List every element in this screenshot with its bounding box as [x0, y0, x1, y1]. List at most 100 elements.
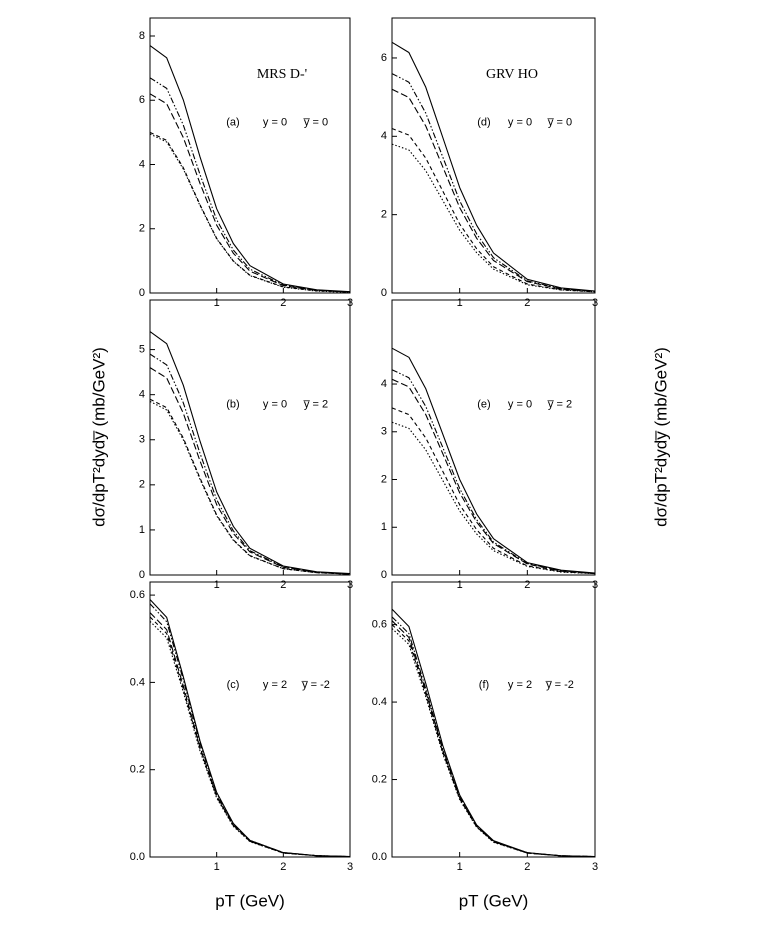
- curve: [391, 378, 596, 575]
- condition-ybar: y̅ = 2: [303, 398, 328, 410]
- condition-ybar: y̅ = 0: [547, 116, 572, 128]
- y-tick-label: 5: [139, 343, 145, 355]
- condition-y: y = 2: [508, 679, 532, 691]
- condition-y: y = 0: [263, 398, 287, 410]
- y-tick-label: 8: [139, 30, 145, 42]
- x-tick-label: 3: [592, 861, 598, 873]
- y-tick-label: 2: [381, 473, 387, 485]
- y-tick-label: 0.6: [130, 589, 145, 601]
- plot-frame: [149, 581, 351, 858]
- x-tick-label: 1: [457, 579, 463, 591]
- y-tick-label: 4: [381, 378, 387, 390]
- condition-ybar: y̅ = -2: [545, 679, 574, 691]
- x-tick-label: 2: [280, 861, 286, 873]
- curve: [391, 421, 596, 575]
- curve: [391, 620, 596, 858]
- curve: [391, 608, 596, 858]
- y-tick-label: 0: [381, 569, 387, 581]
- curve: [391, 369, 596, 575]
- curve: [149, 77, 351, 293]
- panel-label: (f): [479, 679, 489, 691]
- condition-y: y = 0: [508, 116, 532, 128]
- y-tick-label: 3: [139, 434, 145, 446]
- curve: [149, 93, 351, 293]
- y-tick-label: 0.0: [372, 851, 387, 863]
- y-tick-label: 6: [381, 52, 387, 64]
- y-tick-label: 0.4: [130, 676, 145, 688]
- curve: [149, 612, 351, 858]
- y-tick-label: 4: [139, 389, 145, 401]
- x-tick-label: 1: [214, 579, 220, 591]
- y-axis-label: dσ/dpT²dydy̅ (mb/GeV²): [651, 347, 670, 527]
- panel-title: GRV HO: [486, 67, 538, 82]
- panel-label: (a): [226, 116, 239, 128]
- y-axis-label: dσ/dpT²dydy̅ (mb/GeV²): [89, 347, 108, 527]
- plot-frame: [391, 581, 596, 858]
- curve: [149, 367, 351, 575]
- y-tick-label: 0.6: [372, 619, 387, 631]
- y-tick-label: 4: [381, 130, 387, 142]
- y-tick-label: 6: [139, 94, 145, 106]
- condition-y: y = 0: [263, 116, 287, 128]
- condition-y: y = 0: [508, 398, 532, 410]
- y-tick-label: 0.2: [372, 773, 387, 785]
- x-tick-label: 1: [457, 861, 463, 873]
- plot-frame: [149, 17, 351, 294]
- x-tick-label: 3: [347, 861, 353, 873]
- condition-ybar: y̅ = -2: [301, 679, 330, 691]
- x-tick-label: 2: [280, 579, 286, 591]
- curve: [149, 398, 351, 575]
- curve: [391, 628, 596, 858]
- x-tick-label: 2: [524, 297, 530, 309]
- curve: [149, 400, 351, 575]
- y-tick-label: 0.2: [130, 764, 145, 776]
- x-tick-label: 1: [214, 861, 220, 873]
- y-tick-label: 1: [381, 521, 387, 533]
- panel-label: (c): [227, 679, 240, 691]
- curve: [391, 616, 596, 858]
- curve: [391, 41, 596, 292]
- y-tick-label: 2: [139, 479, 145, 491]
- x-tick-label: 2: [280, 297, 286, 309]
- curve: [391, 624, 596, 858]
- curve: [391, 88, 596, 292]
- curve: [149, 353, 351, 575]
- y-tick-label: 0: [139, 287, 145, 299]
- condition-y: y = 2: [263, 679, 287, 691]
- y-tick-label: 2: [139, 223, 145, 235]
- curve: [149, 331, 351, 575]
- plot-frame: [391, 299, 596, 576]
- curve: [149, 131, 351, 293]
- y-tick-label: 0.0: [130, 851, 145, 863]
- curve: [149, 45, 351, 293]
- x-tick-label: 1: [457, 297, 463, 309]
- y-tick-label: 2: [381, 209, 387, 221]
- panel-title: MRS D-': [257, 67, 307, 82]
- plot-frame: [391, 17, 596, 294]
- panel-label: (d): [477, 116, 490, 128]
- y-tick-label: 0: [139, 569, 145, 581]
- curve: [149, 603, 351, 858]
- condition-ybar: y̅ = 0: [303, 116, 328, 128]
- y-tick-label: 0: [381, 287, 387, 299]
- curve: [391, 347, 596, 574]
- y-tick-label: 4: [139, 158, 145, 170]
- curve: [391, 407, 596, 575]
- y-tick-label: 3: [381, 426, 387, 438]
- panel-label: (b): [226, 398, 239, 410]
- curve: [391, 127, 596, 293]
- curve: [149, 616, 351, 858]
- panel-label: (e): [477, 398, 490, 410]
- curve: [149, 599, 351, 858]
- y-tick-label: 1: [139, 524, 145, 536]
- curve: [149, 133, 351, 293]
- y-tick-label: 0.4: [372, 696, 387, 708]
- curve: [149, 620, 351, 858]
- plot-frame: [149, 299, 351, 576]
- x-axis-label: pT (GeV): [215, 891, 285, 910]
- x-tick-label: 2: [524, 861, 530, 873]
- curve: [391, 73, 596, 292]
- x-axis-label: pT (GeV): [459, 891, 529, 910]
- x-tick-label: 1: [214, 297, 220, 309]
